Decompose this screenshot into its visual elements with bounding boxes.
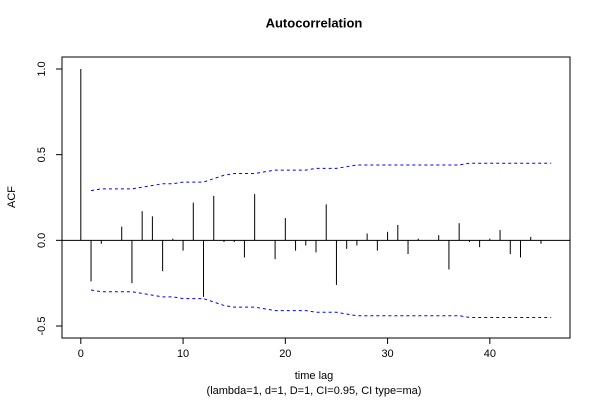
chart-title: Autocorrelation: [266, 15, 363, 30]
x-axis-label: time lag: [295, 370, 334, 382]
y-axis-label: ACF: [6, 186, 18, 208]
y-tick-label: 0.0: [36, 233, 48, 248]
subtitle: (lambda=1, d=1, D=1, CI=0.95, CI type=ma…: [207, 385, 422, 397]
x-tick-label: 30: [381, 348, 393, 360]
plot-box: [61, 56, 571, 339]
x-tick-label: 20: [279, 348, 291, 360]
y-tick-label: 0.5: [36, 147, 48, 162]
x-tick-label: 0: [78, 348, 84, 360]
confidence-band: [90, 289, 552, 318]
y-tick-label: -0.5: [36, 317, 48, 336]
x-tick-label: 10: [177, 348, 189, 360]
x-tick-label: 40: [484, 348, 496, 360]
y-tick-label: 1.0: [36, 61, 48, 76]
confidence-band: [90, 162, 552, 192]
